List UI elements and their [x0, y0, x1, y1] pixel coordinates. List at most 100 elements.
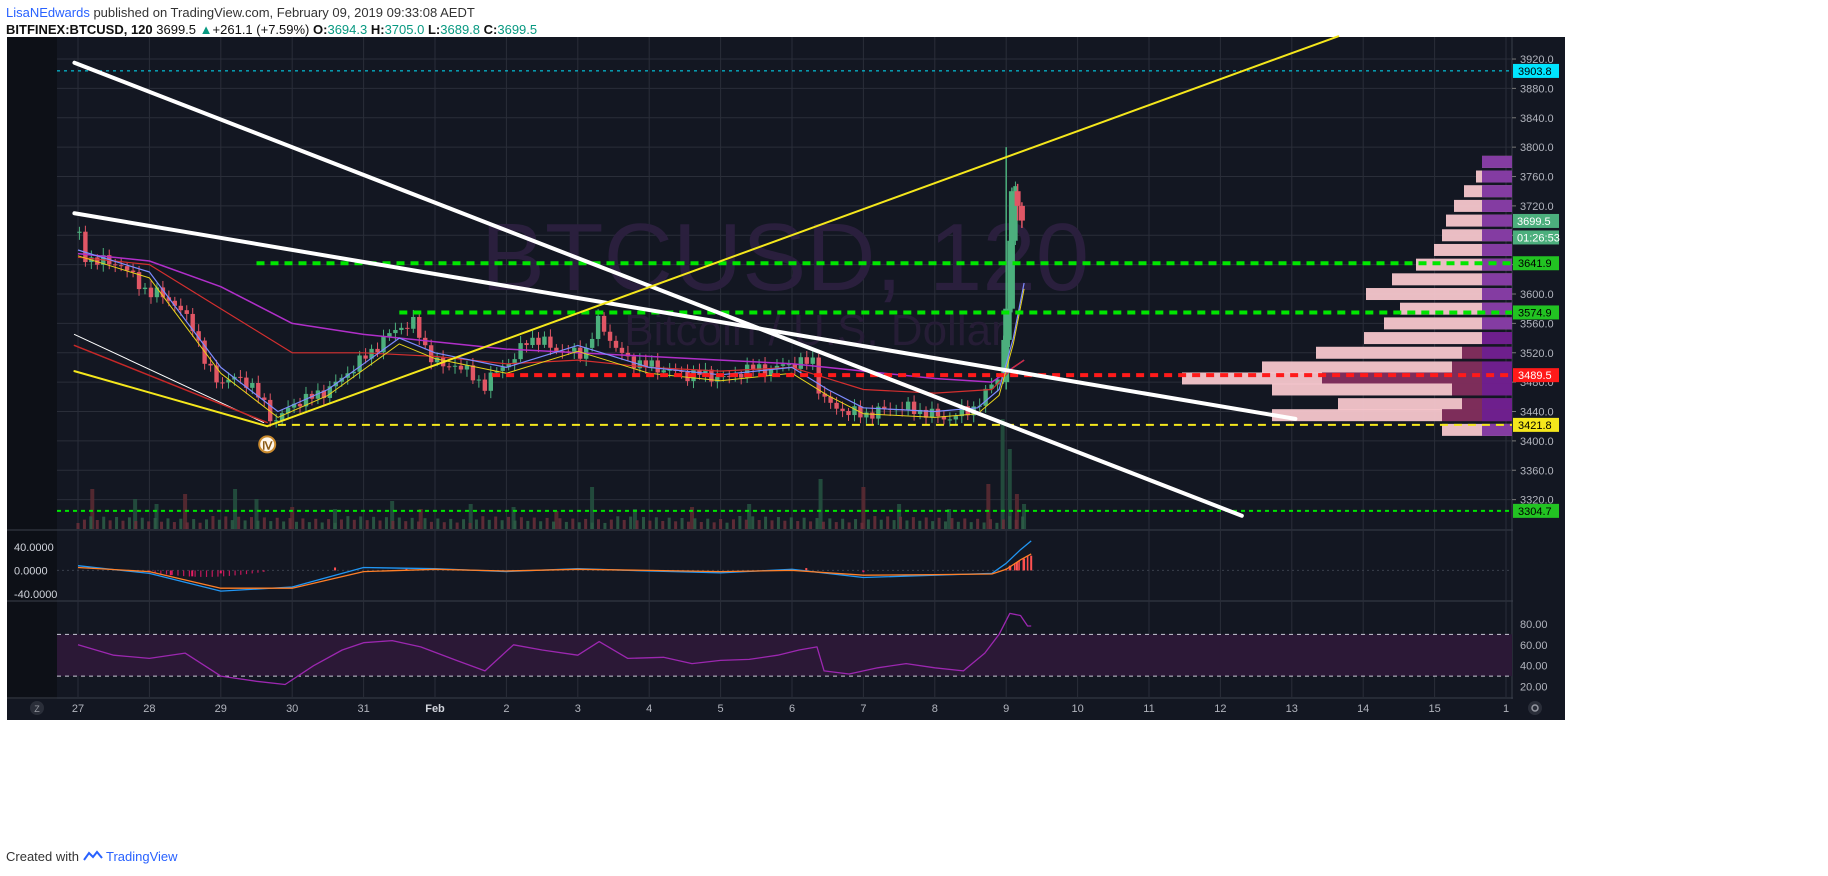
trendline-white[interactable]	[72, 211, 1298, 421]
time-axis[interactable]	[7, 699, 1565, 720]
volume-bar	[783, 520, 787, 529]
candle-body	[941, 416, 947, 420]
volume-bar	[821, 521, 825, 529]
candle-body	[154, 287, 160, 298]
candle-body	[643, 360, 649, 367]
volume-bar	[719, 519, 723, 529]
macd-histogram-bar	[1026, 555, 1029, 571]
volume-bar	[995, 522, 999, 529]
time-tick-label: 14	[1357, 703, 1369, 715]
macd-histogram-bar	[334, 567, 337, 571]
volume-bar	[558, 518, 562, 529]
tradingview-link[interactable]: TradingView	[106, 849, 178, 864]
candle-body	[178, 305, 183, 311]
candle-body	[464, 365, 470, 370]
volume-profile-bar	[1272, 383, 1452, 396]
gear-icon[interactable]	[1528, 701, 1542, 715]
volume-bar	[243, 520, 247, 529]
candle-body	[798, 357, 804, 369]
candle-body	[434, 357, 440, 363]
volume-profile-bar-poc	[1482, 302, 1512, 315]
price-tick-label: 3520.0	[1520, 348, 1554, 360]
volume-bar	[436, 518, 440, 529]
price-level-tag	[1513, 256, 1559, 271]
volume-bar	[468, 504, 473, 529]
volume-bar	[590, 522, 594, 529]
candle-body	[405, 327, 410, 329]
candle-body	[95, 257, 100, 265]
volume-bar	[82, 519, 86, 529]
volume-bar	[648, 520, 652, 529]
volume-profile-bar	[1366, 288, 1512, 301]
volume-bar	[205, 519, 209, 529]
candle-body	[685, 371, 690, 382]
volume-bar	[950, 518, 954, 529]
macd-histogram-bar	[1018, 560, 1020, 571]
volume-profile-bar	[1182, 372, 1322, 385]
macd-histogram-bar	[234, 570, 236, 576]
macd-histogram-bar	[240, 570, 242, 575]
volume-bar	[147, 521, 151, 529]
candle-body	[727, 376, 732, 378]
macd-tick-label: -40.0000	[14, 589, 57, 601]
trendline-darkred[interactable]	[73, 344, 268, 424]
candle-body	[470, 365, 476, 381]
trendline-white[interactable]	[72, 60, 1244, 518]
macd-histogram-bar	[217, 570, 219, 577]
volume-bar	[841, 518, 845, 529]
price-tick-label: 3920.0	[1520, 54, 1554, 66]
volume-bar	[294, 521, 298, 529]
candle-body	[458, 365, 464, 370]
volume-profile-bar-poc	[1482, 288, 1512, 301]
candle-body	[118, 265, 124, 267]
candle-body	[136, 272, 142, 290]
main-pane[interactable]	[7, 37, 1512, 529]
candle-body	[214, 365, 219, 383]
wave-marker-icon[interactable]	[258, 435, 277, 454]
volume-bar	[815, 518, 819, 529]
time-tick-label: 11	[1143, 703, 1154, 715]
volume-bar	[1021, 516, 1025, 529]
volume-bar	[886, 516, 890, 529]
scale-mode-button[interactable]	[30, 701, 44, 715]
volume-bar	[796, 521, 800, 529]
volume-bar	[616, 516, 620, 529]
volume-bar	[108, 520, 112, 529]
time-tick-label: 1	[1503, 703, 1509, 715]
candle-body	[536, 337, 541, 345]
rsi-line	[77, 612, 1032, 686]
candle-body	[77, 231, 82, 233]
volume-profile-bar-poc	[1482, 185, 1512, 198]
candle-body	[935, 408, 941, 417]
trendline-yellow[interactable]	[266, 35, 1340, 428]
candle-body	[548, 336, 553, 348]
price-tick-label: 3320.0	[1520, 495, 1554, 507]
volume-bar	[282, 521, 286, 529]
volume-bar	[629, 516, 633, 529]
candle-body	[321, 390, 327, 398]
volume-bar	[455, 522, 459, 529]
price-tag	[1513, 230, 1559, 245]
candle-body	[518, 343, 523, 360]
volume-bar	[1014, 519, 1018, 529]
volume-bar	[95, 520, 99, 529]
candle-body	[285, 407, 291, 414]
candle-body	[607, 331, 613, 341]
candle-body	[667, 369, 672, 371]
author-link[interactable]: LisaNEdwards	[6, 5, 90, 20]
volume-bar	[519, 517, 523, 529]
candle-body	[327, 386, 333, 398]
volume-profile-bar-poc	[1482, 214, 1512, 227]
candle-body	[834, 402, 839, 409]
open-value: 3694.3	[327, 22, 368, 37]
volume-bar	[449, 518, 453, 529]
volume-bar	[102, 516, 106, 529]
scale-mode-label: Z	[34, 704, 40, 714]
trendline-yellow[interactable]	[73, 370, 269, 428]
volume-bar	[391, 520, 395, 529]
volume-profile-bar-poc	[1482, 332, 1512, 345]
volume-bar	[947, 509, 952, 529]
candle-body	[929, 408, 935, 418]
macd-histogram-bar	[1009, 565, 1012, 571]
